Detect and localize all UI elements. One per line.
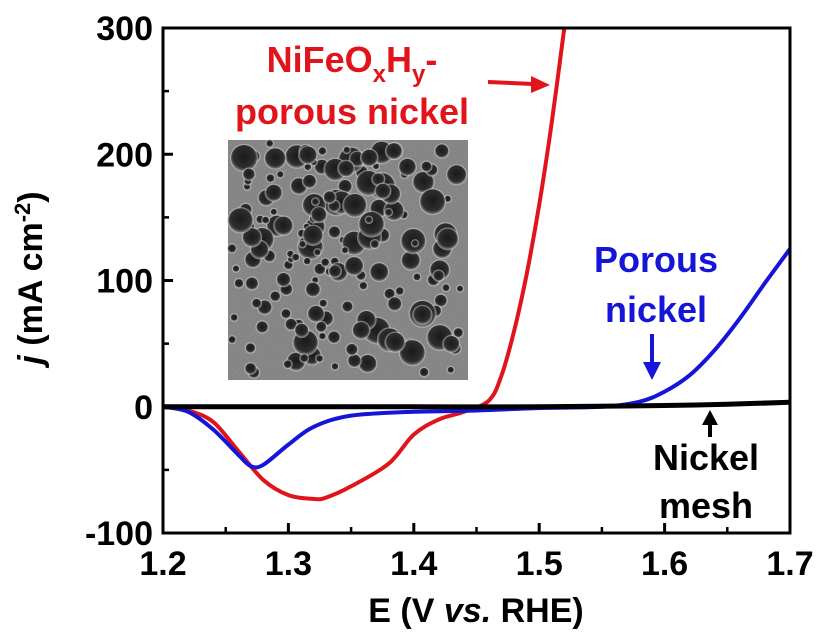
y-tick-label: 100 [96, 263, 153, 301]
annotation-porous-nickel-line2: nickel [605, 289, 707, 330]
plot-curves [163, 28, 790, 502]
x-axis-title: E (V vs. RHE) [368, 592, 583, 630]
annotation-nickel-mesh: Nickel mesh [653, 437, 759, 526]
annotation-nifeoxhy-line1: NiFeOxHy- [267, 39, 438, 88]
annotation-red-arrow [487, 76, 550, 93]
sem-inset-image [226, 139, 468, 380]
y-tick-label: 200 [96, 136, 153, 174]
y-tick-label: 300 [96, 10, 153, 48]
annotation-nifeoxhy: NiFeOxHy- porous nickel [235, 39, 469, 132]
annotation-porous-nickel: Porous nickel [594, 239, 718, 330]
annotation-blue-arrow [643, 334, 661, 380]
x-tick-label: 1.4 [390, 545, 437, 583]
annotation-porous-nickel-line1: Porous [594, 239, 718, 280]
annotation-nickel-mesh-line1: Nickel [653, 437, 759, 478]
curve-nickel-mesh [163, 399, 790, 410]
x-tick-label: 1.6 [641, 545, 688, 583]
x-tick-label: 1.7 [766, 545, 813, 583]
y-tick-label: -100 [85, 515, 153, 553]
curve-nifeoxhy-porous-nickel [163, 28, 567, 502]
y-axis-title: j (mA cm-2) [10, 191, 51, 368]
annotation-nickel-mesh-line2: mesh [659, 485, 753, 526]
x-tick-label: 1.3 [265, 545, 312, 583]
annotation-nifeoxhy-line2: porous nickel [235, 91, 469, 132]
y-ticks: -100 0 100 200 300 [85, 10, 173, 553]
x-tick-label: 1.5 [516, 545, 563, 583]
x-tick-label: 1.2 [139, 545, 186, 583]
annotation-black-arrow [702, 410, 718, 437]
y-tick-label: 0 [134, 389, 153, 427]
curve-porous-nickel [163, 247, 790, 470]
x-ticks: 1.2 1.3 1.4 1.5 1.6 1.7 [139, 523, 814, 583]
